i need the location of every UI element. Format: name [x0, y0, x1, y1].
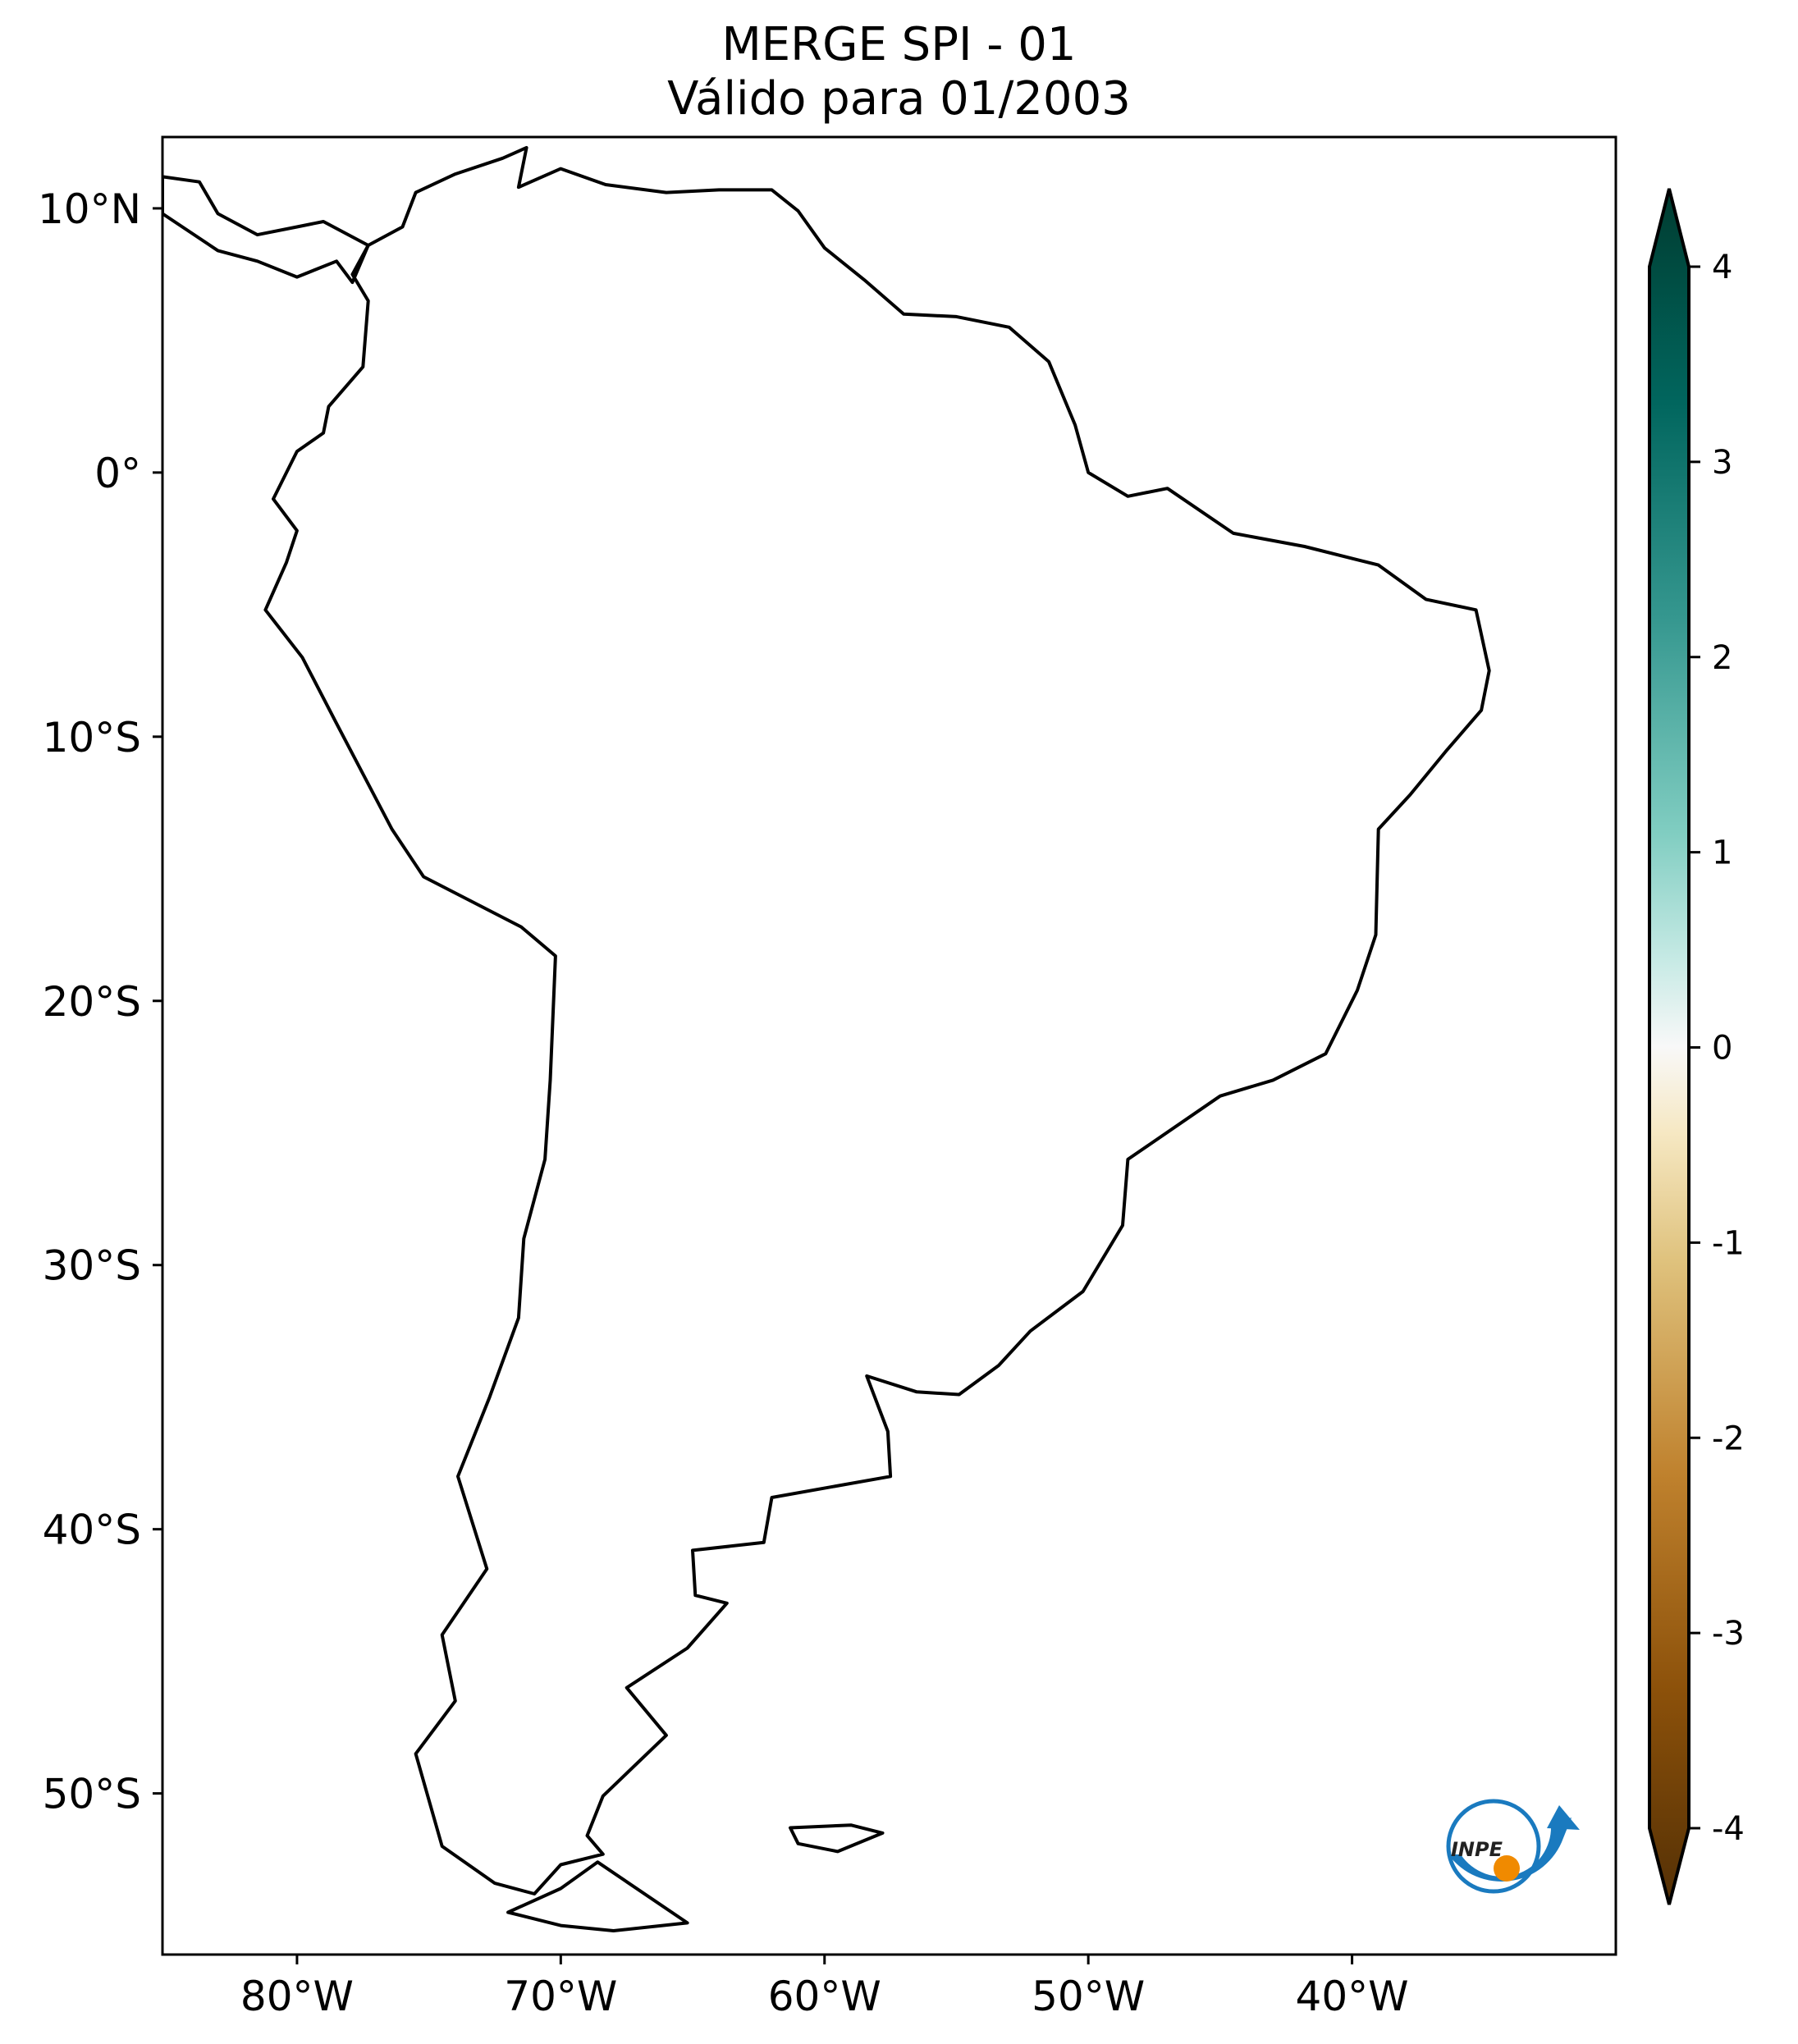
- y-tick-label: 20°S: [43, 978, 141, 1026]
- colorbar-tick-label: -3: [1712, 1615, 1745, 1653]
- x-tick-label: 70°W: [504, 1973, 617, 2020]
- spi-anomaly-region: [874, 1236, 1038, 1400]
- spi-anomaly-region: [1066, 741, 1427, 1102]
- spi-anomaly-region: [632, 1284, 911, 1563]
- logo-orbit: [1446, 1799, 1541, 1894]
- spi-anomaly-region: [560, 208, 773, 421]
- spi-anomaly-region: [775, 635, 1137, 996]
- map-subtitle: Válido para 01/2003: [667, 72, 1131, 126]
- spi-anomaly-region: [607, 387, 936, 716]
- spi-anomaly-region: [295, 472, 509, 685]
- falklands-coastline: [789, 1823, 885, 1854]
- x-tick-label: 80°W: [240, 1973, 354, 2020]
- spi-anomaly-region: [710, 965, 940, 1195]
- y-tick-label: 10°S: [43, 714, 141, 761]
- spi-anomaly-region: [1184, 569, 1414, 798]
- inpe-logo: INPE: [1446, 1799, 1580, 1894]
- spi-anomaly-region: [620, 771, 817, 967]
- colorbar-tick-label: 1: [1712, 835, 1732, 872]
- colorbar-tick-label: -1: [1712, 1224, 1745, 1262]
- spi-anomaly-region: [825, 262, 1087, 524]
- colorbar-tick-label: 2: [1712, 639, 1732, 677]
- map-title: MERGE SPI - 01: [721, 18, 1077, 71]
- spi-anomaly-region: [419, 1599, 649, 1829]
- logo-arrow: [1448, 1818, 1572, 1882]
- colorbar-tick-label: 0: [1712, 1030, 1732, 1068]
- spi-anomaly-region: [571, 1118, 867, 1413]
- y-tick-label: 30°S: [43, 1242, 141, 1290]
- x-tick-label: 50°W: [1032, 1973, 1145, 2020]
- spi-anomaly-region: [888, 404, 1183, 699]
- map-frame: [161, 135, 1617, 1956]
- spi-anomaly-region: [852, 896, 1114, 1159]
- colorbar-tick-label: 4: [1712, 249, 1732, 286]
- colorbar-body: [1648, 188, 1690, 1905]
- y-tick-label: 10°N: [38, 185, 141, 233]
- central-america-coastline: [162, 175, 370, 285]
- colorbar-tick-label: -4: [1712, 1810, 1745, 1848]
- south-america-coastline: [263, 145, 1491, 1895]
- colorbar-tick-label: -2: [1712, 1420, 1745, 1457]
- y-tick-label: 40°S: [43, 1507, 141, 1554]
- colorbar: 4 3 2 1 0 -1 -2 -3 -4: [1648, 188, 1745, 1905]
- logo-sun: [1494, 1855, 1520, 1882]
- spi-field: [162, 137, 1616, 1955]
- logo-arrowhead: [1547, 1805, 1580, 1830]
- spi-anomaly-region: [460, 1324, 608, 1471]
- spi-anomaly-region: [393, 701, 623, 931]
- axis-ticks: 80°W 70°W 60°W 50°W 40°W 10°N 0° 10°S 20°S 30°S 40…: [38, 185, 1409, 2020]
- x-tick-label: 40°W: [1296, 1973, 1409, 2020]
- colorbar-tick-label: 3: [1712, 444, 1732, 482]
- spi-anomaly-region: [1026, 939, 1256, 1168]
- y-tick-label: 0°: [94, 450, 141, 497]
- x-tick-label: 60°W: [768, 1973, 881, 2020]
- y-tick-label: 50°S: [43, 1771, 141, 1818]
- spi-anomaly-region: [1356, 820, 1454, 918]
- logo-text: INPE: [1451, 1838, 1503, 1861]
- tierra-del-fuego-coastline: [506, 1860, 689, 1932]
- coastlines: [162, 145, 1491, 1932]
- spi-anomaly-region: [936, 1138, 1083, 1286]
